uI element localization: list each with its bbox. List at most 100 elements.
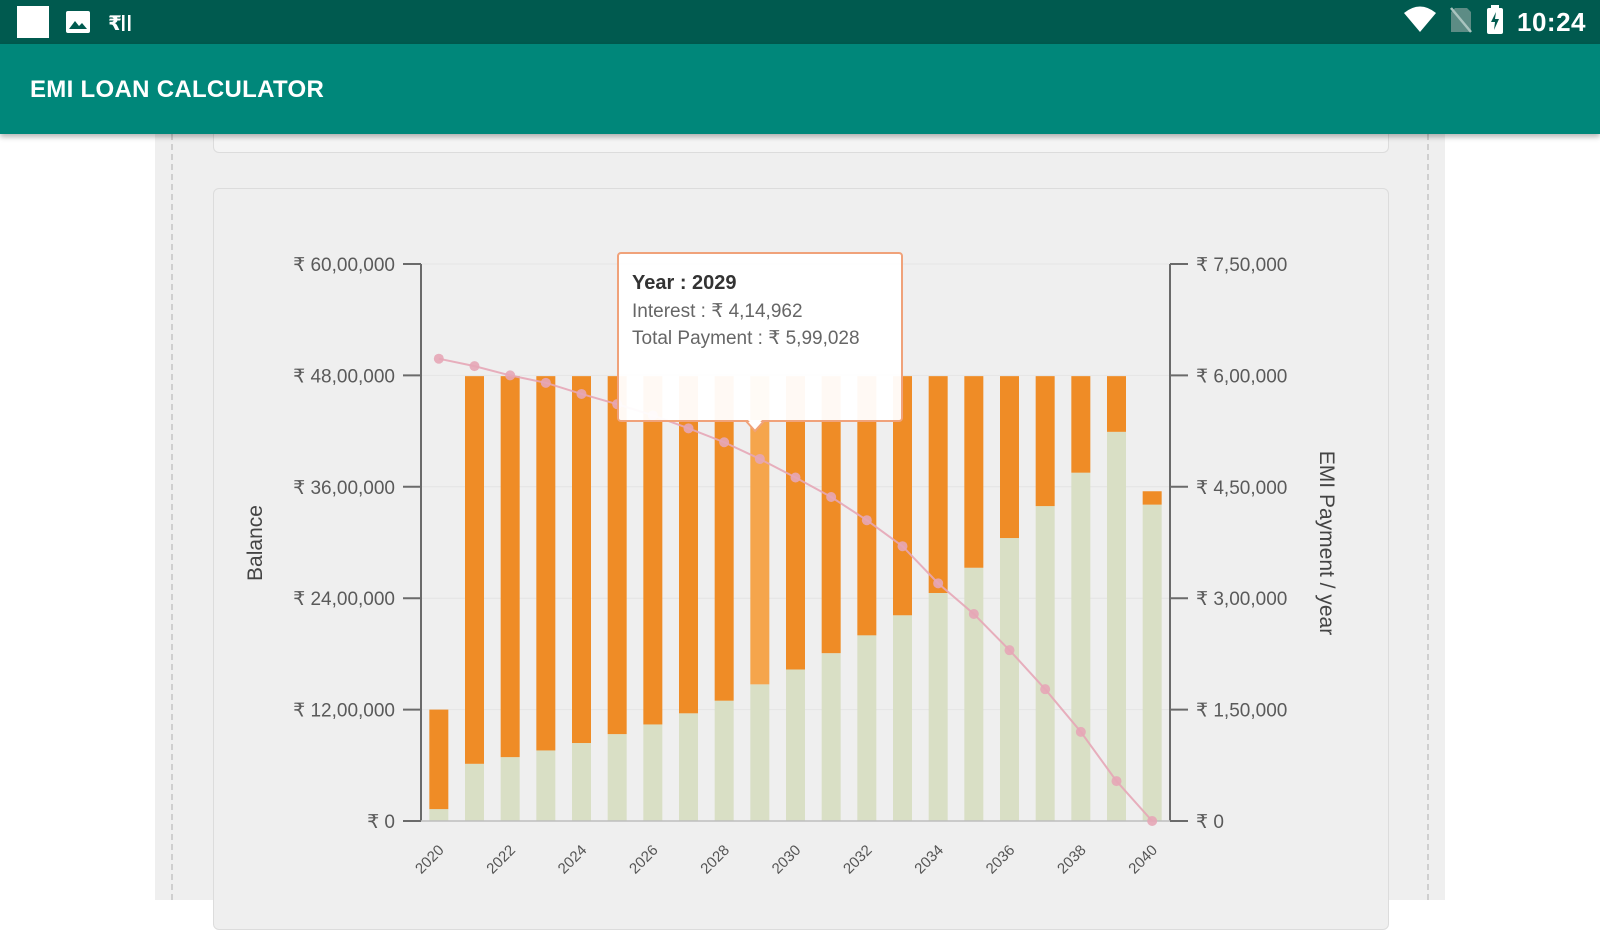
- interest-bar: [893, 376, 912, 616]
- principal-bar: [1071, 472, 1091, 821]
- interest-bar: [1107, 376, 1126, 432]
- x-tick-label: 2038: [1054, 842, 1090, 878]
- interest-bar: [643, 376, 663, 725]
- principal-bar: [857, 635, 877, 821]
- x-tick-label: 2036: [983, 842, 1019, 878]
- status-bar: ₹ 10:24: [0, 0, 1600, 44]
- balance-point: [540, 377, 551, 388]
- previous-card-bottom: [213, 134, 1389, 153]
- balance-point: [1004, 645, 1015, 656]
- chart-bars: [429, 376, 1162, 821]
- principal-bar: [1035, 506, 1055, 821]
- balance-point: [433, 353, 444, 364]
- interest-bar: [572, 376, 591, 744]
- x-tick-label: 2034: [911, 842, 947, 878]
- principal-bar: [893, 615, 912, 821]
- principal-bar: [1000, 538, 1019, 821]
- balance-point: [719, 437, 730, 448]
- principal-bar: [607, 734, 627, 821]
- right-tick-label: ₹ 1,50,000: [1196, 701, 1287, 722]
- balance-point: [754, 453, 765, 464]
- x-tick-label: 2022: [483, 842, 519, 878]
- interest-bar: [928, 376, 948, 594]
- right-tick-label: ₹ 0: [1196, 812, 1224, 833]
- interest-bar: [1035, 376, 1055, 507]
- balance-point: [968, 608, 979, 619]
- chart-card: ₹ 0 ₹ 0 ₹ 12,00,000 ₹ 1,50,000 ₹ 24,00,000 ₹ …: [213, 188, 1389, 930]
- balance-point: [1111, 776, 1122, 787]
- battery-icon: [1485, 4, 1505, 40]
- wifi-icon: [1403, 6, 1437, 39]
- principal-bar: [786, 669, 805, 821]
- principal-bar: [429, 809, 449, 821]
- balance-point: [683, 423, 694, 434]
- principal-bar: [572, 743, 591, 821]
- left-tick-label: ₹ 48,00,000: [293, 366, 395, 387]
- interest-bar: [857, 376, 877, 636]
- interest-bar: [500, 376, 520, 758]
- interest-bar: [465, 376, 484, 764]
- no-sim-icon: [1449, 6, 1473, 39]
- x-tick-label: 2028: [697, 842, 733, 878]
- app-bar: EMI LOAN CALCULATOR: [0, 44, 1600, 134]
- balance-point: [505, 370, 516, 381]
- left-tick-label: ₹ 60,00,000: [293, 255, 395, 276]
- balance-point: [790, 472, 801, 483]
- interest-bar: [1071, 376, 1091, 473]
- principal-bar: [643, 724, 663, 821]
- tooltip-total-payment: Total Payment : ₹ 5,99,028: [632, 328, 860, 349]
- principal-bar: [500, 757, 520, 821]
- interest-bar: [821, 376, 841, 654]
- interest-bar: [679, 376, 698, 714]
- balance-point: [933, 578, 944, 589]
- principal-bar: [679, 713, 698, 821]
- balance-point: [1075, 726, 1086, 737]
- x-tick-label: 2030: [769, 842, 805, 878]
- balance-point: [897, 541, 908, 552]
- left-axis-title: Balance: [244, 505, 267, 581]
- interest-bar: [964, 376, 984, 568]
- left-tick-label: ₹ 36,00,000: [293, 478, 395, 499]
- notification-square-icon: [16, 6, 50, 43]
- balance-point: [1147, 816, 1158, 826]
- emi-chart[interactable]: ₹ 0 ₹ 0 ₹ 12,00,000 ₹ 1,50,000 ₹ 24,00,000 ₹ …: [214, 189, 1388, 929]
- right-tick-label: ₹ 6,00,000: [1196, 366, 1287, 387]
- right-tick-label: ₹ 4,50,000: [1196, 478, 1287, 499]
- principal-bar: [536, 750, 556, 821]
- dashed-border-left: [171, 134, 173, 900]
- gallery-icon: [64, 8, 92, 41]
- interest-bar: [750, 376, 770, 685]
- interest-bar: [786, 376, 805, 670]
- rupee-icon: ₹: [106, 8, 136, 41]
- right-tick-label: ₹ 7,50,000: [1196, 255, 1287, 276]
- tooltip-pointer-fill: [748, 420, 762, 428]
- right-tick-label: ₹ 3,00,000: [1196, 589, 1287, 610]
- tooltip-interest: Interest : ₹ 4,14,962: [632, 301, 803, 322]
- interest-bar: [429, 709, 449, 810]
- principal-bar: [750, 684, 770, 821]
- interest-bar: [1000, 376, 1019, 539]
- status-time: 10:24: [1517, 6, 1586, 37]
- balance-point: [469, 361, 480, 372]
- principal-bar: [465, 763, 484, 821]
- principal-bar: [964, 567, 984, 821]
- left-tick-label: ₹ 24,00,000: [293, 589, 395, 610]
- balance-point: [1040, 684, 1051, 695]
- balance-point: [576, 388, 587, 399]
- interest-bar: [714, 376, 734, 701]
- x-tick-label: 2026: [626, 842, 662, 878]
- interest-bar: [607, 376, 627, 735]
- app-title: EMI LOAN CALCULATOR: [30, 76, 325, 103]
- content-panel[interactable]: ₹ 0 ₹ 0 ₹ 12,00,000 ₹ 1,50,000 ₹ 24,00,000 ₹ …: [155, 134, 1445, 930]
- principal-bar: [928, 593, 948, 821]
- status-bar-left: ₹: [16, 6, 136, 43]
- interest-bar: [1142, 491, 1162, 505]
- left-tick-label: ₹ 0: [367, 812, 395, 833]
- dashed-border-right: [1427, 134, 1429, 900]
- principal-bar: [1142, 504, 1162, 821]
- chart-axes: [403, 263, 1188, 822]
- principal-bar: [1107, 431, 1126, 821]
- x-tick-label: 2040: [1125, 842, 1161, 878]
- balance-point: [861, 515, 872, 526]
- principal-bar: [714, 700, 734, 821]
